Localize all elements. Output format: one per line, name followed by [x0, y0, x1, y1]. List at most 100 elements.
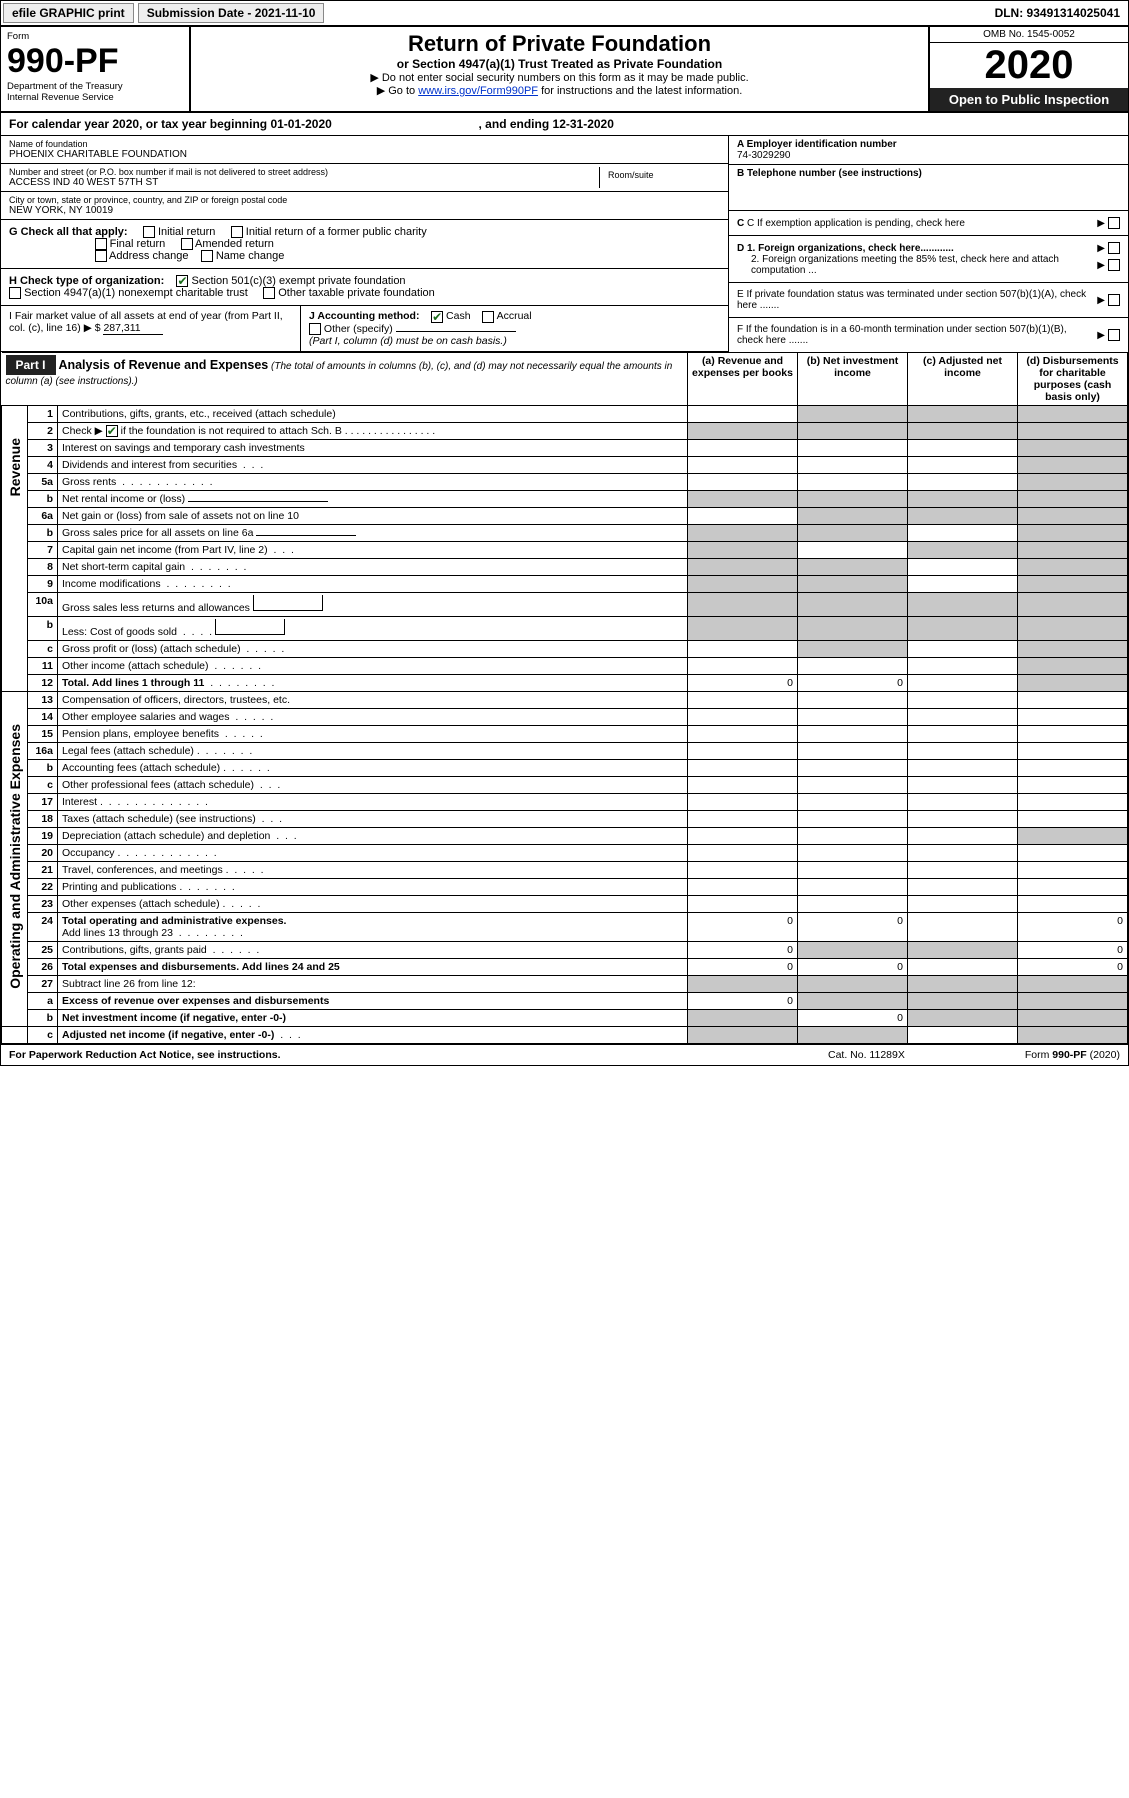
line-25: Contributions, gifts, grants paid . . . … [58, 942, 688, 959]
col-a-header: (a) Revenue and expenses per books [688, 353, 798, 406]
instr-ssn: ▶ Do not enter social security numbers o… [197, 71, 922, 84]
checkbox-d2[interactable] [1108, 259, 1120, 271]
line-1: Contributions, gifts, grants, etc., rece… [58, 406, 688, 423]
instr-goto: ▶ Go to www.irs.gov/Form990PF for instru… [197, 84, 922, 97]
line-6a: Net gain or (loss) from sale of assets n… [58, 508, 688, 525]
line-27b: Net investment income (if negative, ente… [58, 1010, 688, 1027]
instr-pre: ▶ Go to [377, 85, 418, 97]
g-label: G Check all that apply: [9, 226, 128, 238]
line-27: Subtract line 26 from line 12: [58, 976, 688, 993]
efile-print-button[interactable]: efile GRAPHIC print [3, 3, 134, 23]
l25-d: 0 [1018, 942, 1128, 959]
calendar-year-row: For calendar year 2020, or tax year begi… [1, 113, 1128, 136]
line-24: Total operating and administrative expen… [58, 913, 688, 942]
form-990pf-page: efile GRAPHIC print Submission Date - 20… [0, 0, 1129, 1066]
checkbox-501c3[interactable] [176, 275, 188, 287]
checkbox-c[interactable] [1108, 217, 1120, 229]
arrow-icon: ▶ [1097, 218, 1105, 229]
opt-501c3: Section 501(c)(3) exempt private foundat… [192, 275, 406, 287]
checkbox-address-change[interactable] [95, 250, 107, 262]
opt-4947: Section 4947(a)(1) nonexempt charitable … [24, 287, 248, 299]
line-22: Printing and publications . . . . . . . [58, 879, 688, 896]
line-14: Other employee salaries and wages . . . … [58, 709, 688, 726]
instr-post: for instructions and the latest informat… [538, 85, 742, 97]
checkbox-4947[interactable] [9, 287, 21, 299]
l25-a: 0 [688, 942, 798, 959]
d2-text: 2. Foreign organizations meeting the 85%… [751, 254, 1094, 276]
opt-initial-return: Initial return [158, 226, 215, 238]
j-note: (Part I, column (d) must be on cash basi… [309, 335, 507, 347]
address-cell: Number and street (or P.O. box number if… [1, 164, 728, 192]
h-label: H Check type of organization: [9, 275, 164, 287]
part1-tab: Part I [6, 355, 56, 375]
checkbox-amended[interactable] [181, 238, 193, 250]
line-9: Income modifications . . . . . . . . [58, 576, 688, 593]
line-13: Compensation of officers, directors, tru… [58, 692, 688, 709]
address-value: ACCESS IND 40 WEST 57TH ST [9, 177, 599, 188]
city-label: City or town, state or province, country… [9, 195, 720, 205]
opt-amended: Amended return [195, 238, 274, 250]
l27a-a: 0 [688, 993, 798, 1010]
ein-value: 74-3029290 [737, 150, 790, 161]
checkbox-accrual[interactable] [482, 311, 494, 323]
room-suite-label: Room/suite [608, 170, 712, 180]
col-c-header: (c) Adjusted net income [908, 353, 1018, 406]
e-text: E If private foundation status was termi… [737, 289, 1094, 311]
opt-other-method: Other (specify) [324, 323, 393, 335]
dept-treasury: Department of the Treasury [7, 81, 183, 92]
line-16b: Accounting fees (attach schedule) . . . … [58, 760, 688, 777]
checkbox-cash[interactable] [431, 311, 443, 323]
l2-pre: Check ▶ [62, 425, 103, 437]
checkbox-initial-return[interactable] [143, 226, 155, 238]
irs-label: Internal Revenue Service [7, 92, 183, 103]
checkbox-f[interactable] [1108, 329, 1120, 341]
section-h: H Check type of organization: Section 50… [1, 269, 728, 306]
submission-date: Submission Date - 2021-11-10 [138, 3, 325, 23]
line-15: Pension plans, employee benefits . . . .… [58, 726, 688, 743]
c-pending-row: C C If exemption application is pending,… [729, 211, 1128, 236]
form-subtitle: or Section 4947(a)(1) Trust Treated as P… [197, 57, 922, 71]
d-foreign-row: D 1. Foreign organizations, check here..… [729, 236, 1128, 283]
phone-cell: B Telephone number (see instructions) [729, 165, 1128, 211]
form-number: 990-PF [7, 42, 183, 81]
line-8: Net short-term capital gain . . . . . . … [58, 559, 688, 576]
line-6b: Gross sales price for all assets on line… [58, 525, 688, 542]
form-ref: Form 990-PF (2020) [1025, 1049, 1120, 1061]
checkbox-d1[interactable] [1108, 242, 1120, 254]
i-amount: 287,311 [103, 322, 163, 335]
cal-begin: For calendar year 2020, or tax year begi… [9, 117, 332, 131]
checkbox-other-taxable[interactable] [263, 287, 275, 299]
l26-d: 0 [1018, 959, 1128, 976]
city-value: NEW YORK, NY 10019 [9, 205, 720, 216]
ein-label: A Employer identification number [737, 139, 897, 150]
omb-number: OMB No. 1545-0052 [930, 27, 1128, 43]
line-7: Capital gain net income (from Part IV, l… [58, 542, 688, 559]
line-3: Interest on savings and temporary cash i… [58, 440, 688, 457]
checkbox-initial-former[interactable] [231, 226, 243, 238]
foundation-name-cell: Name of foundation PHOENIX CHARITABLE FO… [1, 136, 728, 164]
line-16a: Legal fees (attach schedule) . . . . . .… [58, 743, 688, 760]
city-cell: City or town, state or province, country… [1, 192, 728, 220]
part1-table: Part I Analysis of Revenue and Expenses … [1, 352, 1128, 1044]
opt-other-taxable: Other taxable private foundation [278, 287, 435, 299]
tax-year: 2020 [930, 43, 1128, 88]
f-text: F If the foundation is in a 60-month ter… [737, 324, 1094, 346]
opt-initial-former: Initial return of a former public charit… [246, 226, 427, 238]
checkbox-schb[interactable] [106, 425, 118, 437]
line-10b: Less: Cost of goods sold . . . . [58, 617, 688, 641]
line-18: Taxes (attach schedule) (see instruction… [58, 811, 688, 828]
other-specify-field[interactable] [396, 331, 516, 332]
checkbox-name-change[interactable] [201, 250, 213, 262]
col-d-header: (d) Disbursements for charitable purpose… [1018, 353, 1128, 406]
opt-address-change: Address change [109, 250, 189, 262]
col-b-header: (b) Net investment income [798, 353, 908, 406]
form990pf-link[interactable]: www.irs.gov/Form990PF [418, 85, 538, 97]
line-11: Other income (attach schedule) . . . . .… [58, 658, 688, 675]
checkbox-e[interactable] [1108, 294, 1120, 306]
checkbox-final-return[interactable] [95, 238, 107, 250]
revenue-side-label: Revenue [7, 408, 23, 526]
checkbox-other-method[interactable] [309, 323, 321, 335]
topbar: efile GRAPHIC print Submission Date - 20… [1, 1, 1128, 27]
cat-no: Cat. No. 11289X [828, 1049, 905, 1061]
phone-label: B Telephone number (see instructions) [737, 168, 922, 179]
